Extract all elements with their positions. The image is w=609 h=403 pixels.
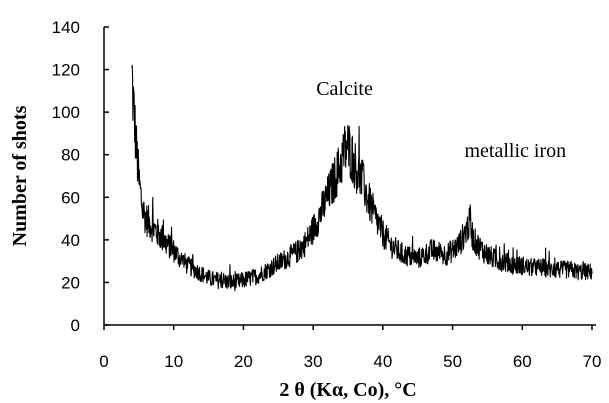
x-tick-label: 40 xyxy=(373,352,392,371)
y-tick-label: 140 xyxy=(52,18,80,37)
y-tick-label: 40 xyxy=(61,231,80,250)
y-axis-title: Number of shots xyxy=(9,105,31,246)
annotation-metallic-iron: metallic iron xyxy=(464,140,566,162)
annotation-calcite: Calcite xyxy=(316,78,373,100)
y-ticks: 0 20 40 60 80 100 120 140 xyxy=(52,18,109,335)
y-tick-label: 100 xyxy=(52,103,80,122)
y-tick-label: 0 xyxy=(71,316,80,335)
y-tick-label: 60 xyxy=(61,188,80,207)
axes xyxy=(103,27,596,326)
x-tick-label: 20 xyxy=(234,352,253,371)
data-series-line xyxy=(131,64,593,292)
x-tick-label: 50 xyxy=(443,352,462,371)
y-tick-label: 120 xyxy=(52,61,80,80)
x-axis-title: 2 θ (Kα, Co), °C xyxy=(279,379,416,401)
y-tick-label: 20 xyxy=(61,273,80,292)
x-tick-label: 0 xyxy=(99,352,108,371)
y-tick-label: 80 xyxy=(61,146,80,165)
x-ticks: 0 10 20 30 40 50 60 70 xyxy=(99,325,601,371)
x-tick-label: 60 xyxy=(513,352,532,371)
x-tick-label: 70 xyxy=(583,352,602,371)
x-tick-label: 30 xyxy=(304,352,323,371)
x-tick-label: 10 xyxy=(164,352,183,371)
